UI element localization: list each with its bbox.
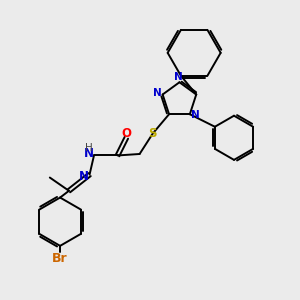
Text: N: N [84,148,94,160]
Text: Br: Br [52,252,68,265]
Text: H: H [85,143,93,153]
Text: N: N [79,169,89,183]
Text: N: N [153,88,162,98]
Text: N: N [191,110,200,120]
Text: S: S [148,128,157,140]
Text: O: O [122,127,132,140]
Text: N: N [174,72,182,82]
